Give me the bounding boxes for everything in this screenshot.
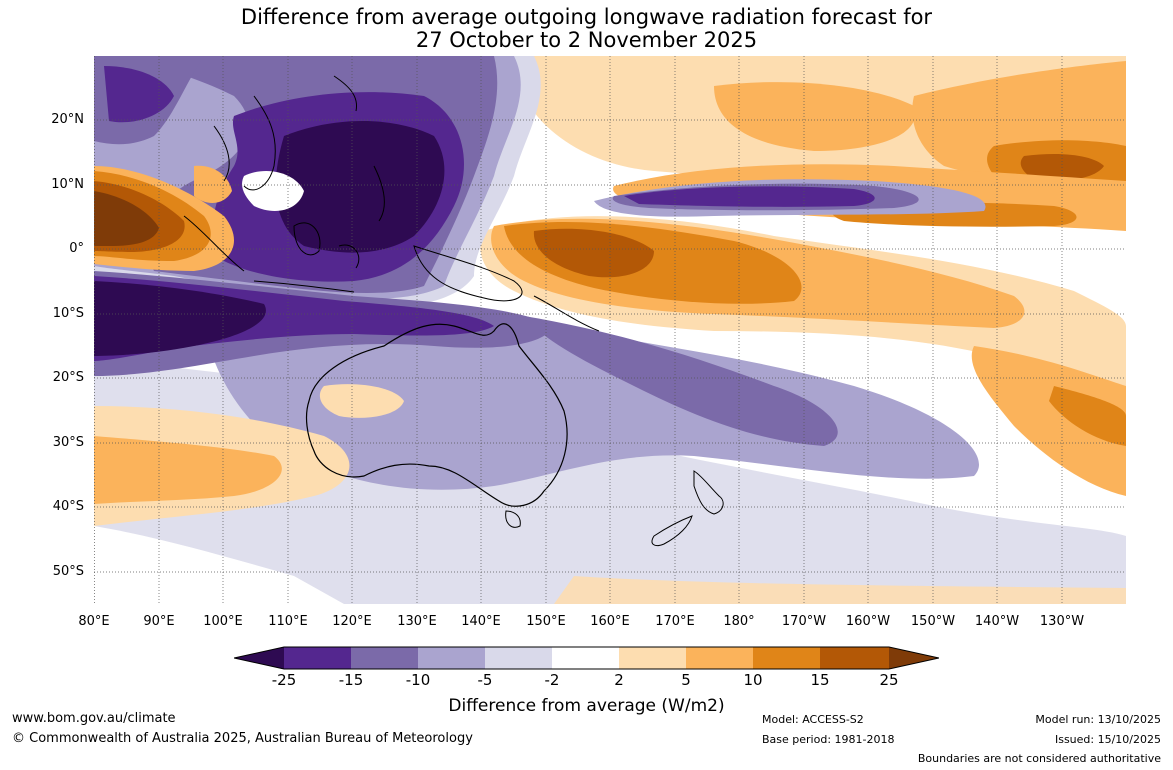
colour-bar-title: Difference from average (W/m2)	[448, 696, 725, 716]
colour-bar-swatch	[351, 647, 418, 669]
colour-bar-tick: -2	[544, 671, 560, 689]
colour-bar-swatch	[753, 647, 820, 669]
lat-label-20s: 20°S	[52, 370, 84, 385]
lat-label-10n: 10°N	[51, 177, 84, 192]
chart-title-line-1: Difference from average outgoing longwav…	[240, 5, 933, 29]
colour-bar-swatch	[485, 647, 552, 669]
lon-label-90e: 90°E	[143, 614, 175, 629]
lon-label-130w: 130°W	[1039, 614, 1085, 629]
lon-label-100e: 100°E	[203, 614, 243, 629]
model-name: Model: ACCESS-S2	[762, 713, 864, 726]
colour-bar-swatch	[284, 647, 351, 669]
colour-bar-tick: 5	[681, 671, 691, 689]
lon-label-120e: 120°E	[332, 614, 372, 629]
colour-bar-swatch	[552, 647, 619, 669]
colour-bar-swatch	[418, 647, 485, 669]
chart-title-line-2: 27 October to 2 November 2025	[415, 28, 758, 52]
lon-label-160w: 160°W	[845, 614, 891, 629]
lon-label-140w: 140°W	[974, 614, 1020, 629]
lon-label-170w: 170°W	[781, 614, 827, 629]
colour-bar-low-arrow	[234, 647, 284, 669]
colour-bar-tick: 25	[879, 671, 899, 689]
colour-bar-tick: 15	[810, 671, 830, 689]
anomaly-map	[94, 56, 1126, 604]
lon-label-170e: 170°E	[655, 614, 695, 629]
lat-label-0: 0°	[69, 241, 84, 256]
anomaly-field	[94, 56, 1126, 604]
lon-label-130e: 130°E	[397, 614, 437, 629]
colour-bar-tick: -15	[338, 671, 364, 689]
issued-date: Issued: 15/10/2025	[1054, 733, 1161, 746]
lon-label-140e: 140°E	[461, 614, 501, 629]
boundaries-disclaimer: Boundaries are not considered authoritat…	[917, 752, 1161, 765]
lon-label-180: 180°	[723, 614, 755, 629]
colour-bar-tick: -25	[271, 671, 297, 689]
lat-label-10s: 10°S	[52, 306, 84, 321]
colour-bar-tick: -5	[477, 671, 493, 689]
lon-label-160e: 160°E	[590, 614, 630, 629]
colour-bar-swatch	[686, 647, 753, 669]
lon-label-80e: 80°E	[78, 614, 110, 629]
copyright-text: © Commonwealth of Australia 2025, Austra…	[12, 731, 473, 746]
colour-bar-swatch	[820, 647, 889, 669]
colour-bar-tick: -10	[405, 671, 431, 689]
lat-label-40s: 40°S	[52, 499, 84, 514]
colour-bar	[234, 646, 939, 670]
model-run-date: Model run: 13/10/2025	[1035, 713, 1161, 726]
website-link[interactable]: www.bom.gov.au/climate	[12, 711, 176, 726]
colour-bar-tick: 2	[614, 671, 624, 689]
base-period: Base period: 1981-2018	[762, 733, 895, 746]
lon-label-150w: 150°W	[910, 614, 956, 629]
lon-label-150e: 150°E	[526, 614, 566, 629]
colour-bar-high-arrow	[889, 647, 939, 669]
lat-label-30s: 30°S	[52, 435, 84, 450]
lat-label-20n: 20°N	[51, 112, 84, 127]
lat-label-50s: 50°S	[52, 564, 84, 579]
colour-bar-tick: 10	[743, 671, 763, 689]
colour-bar-swatch	[619, 647, 686, 669]
lon-label-110e: 110°E	[268, 614, 308, 629]
